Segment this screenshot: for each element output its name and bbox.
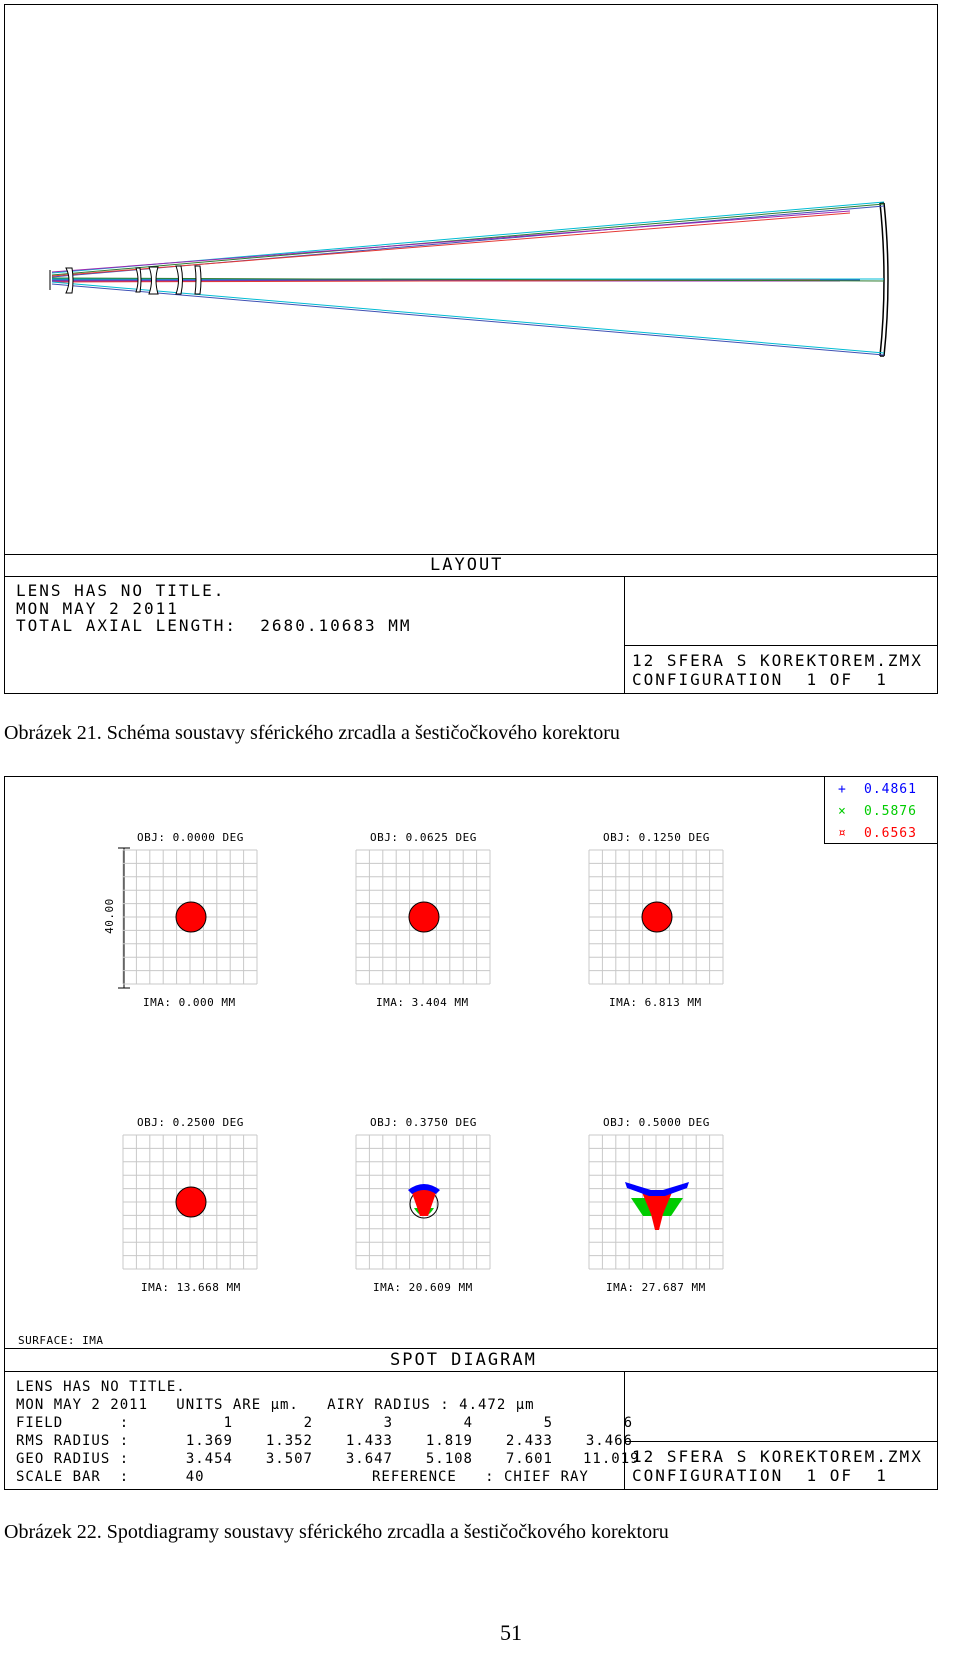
layout-file-line [624, 645, 938, 646]
rms-value-6: 3.466 [585, 1433, 633, 1449]
geo-value-1: 3.454 [185, 1451, 233, 1467]
layout-info-line-1: LENS HAS NO TITLE. [16, 581, 226, 600]
layout-title: LAYOUT [430, 555, 504, 575]
spot-grids [122, 849, 724, 1270]
spot-3-pattern [641, 901, 673, 933]
geo-value-2: 3.507 [265, 1451, 313, 1467]
spot-title-top-line [4, 1348, 938, 1349]
layout-info-line-2: MON MAY 2 2011 [16, 599, 179, 618]
spot-title-divider [624, 1371, 625, 1490]
spot-grid-4 [122, 1134, 258, 1270]
spot-5-obj-label: OBJ: 0.3750 DEG [370, 1116, 477, 1129]
spot-1-ima-label: IMA: 0.000 MM [143, 996, 236, 1009]
spot-grid-6 [588, 1134, 724, 1270]
figure-21-caption: Obrázek 21. Schéma soustavy sférického z… [4, 722, 620, 744]
layout-file-name: 12 SFERA S KOREKTOREM.ZMX [632, 651, 923, 670]
spot-6-obj-label: OBJ: 0.5000 DEG [603, 1116, 710, 1129]
legend-symbol-3: ¤ [838, 826, 847, 841]
spot-info-line-2: MON MAY 2 2011 UNITS ARE µm. AIRY RADIUS… [16, 1397, 535, 1413]
upper-ray-bundle [51, 201, 885, 278]
spot-6-ima-label: IMA: 27.687 MM [606, 1281, 706, 1294]
rms-value-1: 1.369 [185, 1433, 233, 1449]
field-value-5: 5 [543, 1415, 553, 1431]
spot-file-name: 12 SFERA S KOREKTOREM.ZMX [632, 1447, 923, 1466]
layout-title-divider [624, 576, 625, 694]
legend-value-2: 0.5876 [864, 804, 917, 819]
lower-ray-bundle [51, 281, 885, 356]
scale-bar [118, 847, 130, 989]
rms-value-5: 2.433 [505, 1433, 553, 1449]
rms-label: RMS RADIUS : [16, 1433, 130, 1449]
spot-4-pattern [175, 1186, 207, 1218]
spot-grid-5 [355, 1134, 491, 1270]
spot-2-obj-label: OBJ: 0.0625 DEG [370, 831, 477, 844]
spot-4-ima-label: IMA: 13.668 MM [141, 1281, 241, 1294]
spot-file-line [624, 1441, 938, 1442]
layout-configuration: CONFIGURATION 1 OF 1 [632, 670, 888, 689]
spot-title-mid-line [4, 1371, 938, 1372]
spot-configuration: CONFIGURATION 1 OF 1 [632, 1466, 888, 1485]
field-value-2: 2 [303, 1415, 313, 1431]
figure-22-caption: Obrázek 22. Spotdiagramy soustavy sféric… [4, 1521, 669, 1543]
rms-value-4: 1.819 [425, 1433, 473, 1449]
layout-title-mid-line [4, 576, 938, 577]
wavelength-legend [824, 776, 938, 844]
legend-value-1: 0.4861 [864, 782, 917, 797]
spot-5-ima-label: IMA: 20.609 MM [373, 1281, 473, 1294]
spot-diagram-title: SPOT DIAGRAM [390, 1350, 537, 1370]
scale-bar-info: SCALE BAR : 40 [16, 1469, 205, 1485]
reference-info: REFERENCE : CHIEF RAY [372, 1469, 589, 1485]
layout-figure [4, 4, 938, 694]
field-value-1: 1 [223, 1415, 233, 1431]
corrector-lenses [49, 265, 202, 295]
legend-symbol-1: + [838, 782, 847, 797]
spot-2-pattern [408, 901, 440, 933]
spot-grid-1 [122, 849, 258, 985]
spot-6-pattern [641, 1190, 673, 1230]
layout-title-top-line [4, 554, 938, 555]
field-value-4: 4 [463, 1415, 473, 1431]
spot-info-line-1: LENS HAS NO TITLE. [16, 1379, 186, 1395]
ray-trace-drawing [49, 201, 889, 357]
spot-4-obj-label: OBJ: 0.2500 DEG [137, 1116, 244, 1129]
spot-1-obj-label: OBJ: 0.0000 DEG [137, 831, 244, 844]
geo-value-3: 3.647 [345, 1451, 393, 1467]
spot-1-pattern [175, 901, 207, 933]
surface-label: SURFACE: IMA [18, 1334, 104, 1347]
field-value-6: 6 [623, 1415, 633, 1431]
spot-5-pattern [411, 1190, 437, 1216]
geo-value-5: 7.601 [505, 1451, 553, 1467]
spherical-mirror [879, 202, 889, 357]
spot-3-obj-label: OBJ: 0.1250 DEG [603, 831, 710, 844]
spot-3-ima-label: IMA: 6.813 MM [609, 996, 702, 1009]
rms-value-2: 1.352 [265, 1433, 313, 1449]
spot-2-ima-label: IMA: 3.404 MM [376, 996, 469, 1009]
field-label: FIELD : [16, 1415, 130, 1431]
legend-symbol-2: × [838, 804, 847, 819]
rms-value-3: 1.433 [345, 1433, 393, 1449]
geo-value-6: 11.019 [583, 1451, 640, 1467]
spot-grid-2 [355, 849, 491, 985]
layout-info-line-3: TOTAL AXIAL LENGTH: 2680.10683 MM [16, 616, 412, 635]
geo-value-4: 5.108 [425, 1451, 473, 1467]
geo-label: GEO RADIUS : [16, 1451, 130, 1467]
spot-grid-3 [588, 849, 724, 985]
page-number: 51 [500, 1620, 522, 1645]
legend-value-3: 0.6563 [864, 826, 917, 841]
field-value-3: 3 [383, 1415, 393, 1431]
